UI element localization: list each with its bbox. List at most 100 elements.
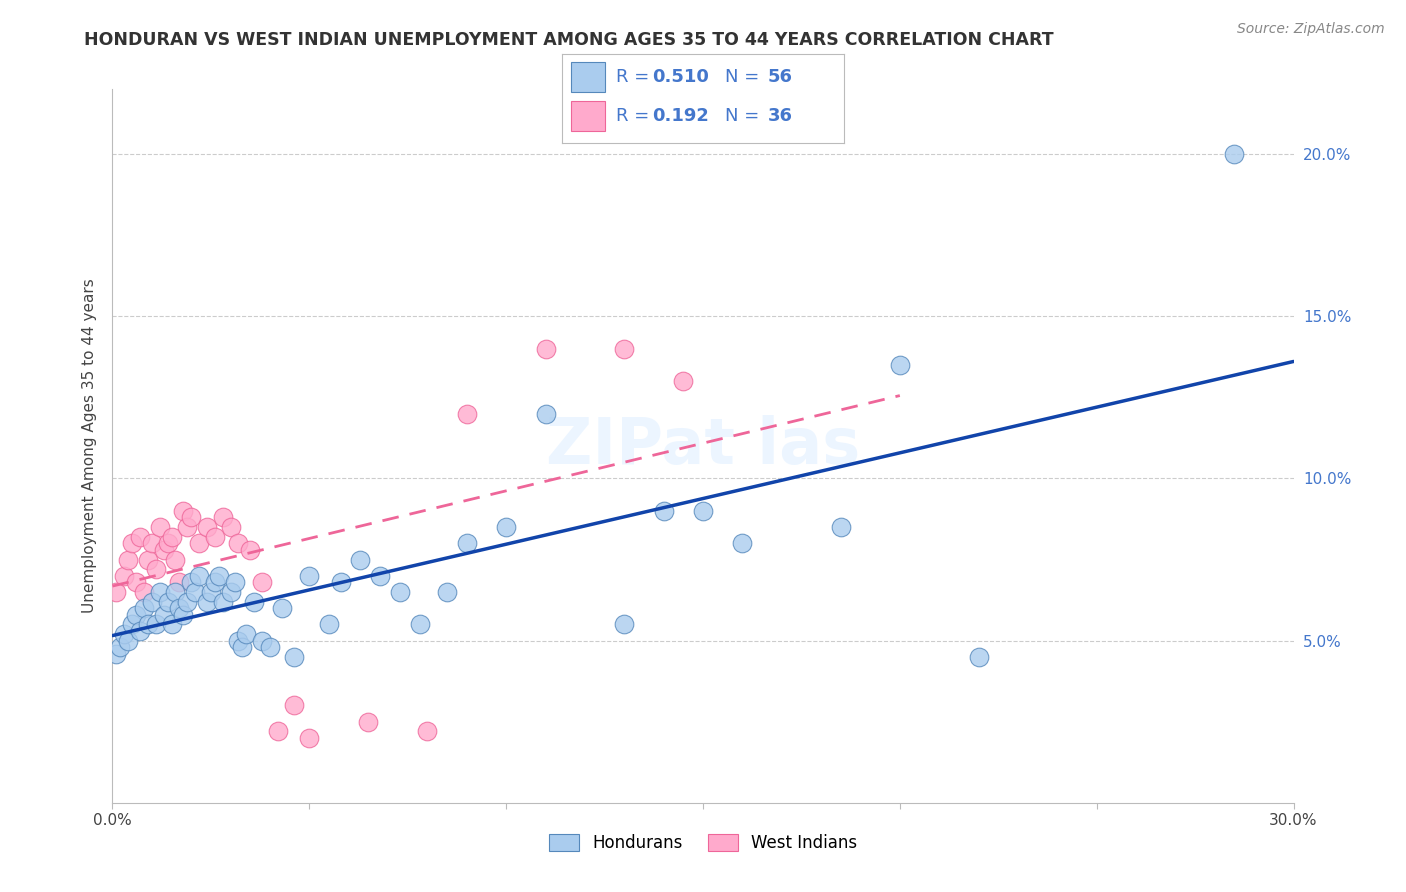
Hondurans xyxy=(208,568,231,582)
Hondurans xyxy=(731,536,754,550)
West Indians xyxy=(416,724,439,739)
Legend: Hondurans, West Indians: Hondurans, West Indians xyxy=(543,827,863,859)
Hondurans xyxy=(184,585,207,599)
Text: R =: R = xyxy=(616,107,655,125)
West Indians xyxy=(156,536,179,550)
Hondurans xyxy=(152,607,174,622)
West Indians xyxy=(145,562,167,576)
Hondurans xyxy=(180,575,202,590)
Hondurans xyxy=(129,624,152,638)
West Indians xyxy=(672,374,695,388)
Hondurans xyxy=(176,595,198,609)
Hondurans xyxy=(967,649,990,664)
West Indians xyxy=(149,520,172,534)
Hondurans xyxy=(219,585,242,599)
Hondurans xyxy=(613,617,636,632)
West Indians xyxy=(188,536,211,550)
West Indians xyxy=(105,585,128,599)
Bar xyxy=(571,101,605,131)
Hondurans xyxy=(141,595,163,609)
Hondurans xyxy=(408,617,430,632)
Text: HONDURAN VS WEST INDIAN UNEMPLOYMENT AMONG AGES 35 TO 44 YEARS CORRELATION CHART: HONDURAN VS WEST INDIAN UNEMPLOYMENT AMO… xyxy=(84,31,1054,49)
West Indians xyxy=(160,530,183,544)
Hondurans xyxy=(224,575,246,590)
Bar xyxy=(571,62,605,92)
Hondurans xyxy=(160,617,183,632)
Hondurans xyxy=(243,595,266,609)
West Indians xyxy=(165,552,187,566)
Hondurans xyxy=(195,595,218,609)
Text: N =: N = xyxy=(725,107,765,125)
West Indians xyxy=(172,504,194,518)
Hondurans xyxy=(349,552,371,566)
West Indians xyxy=(219,520,242,534)
Hondurans xyxy=(228,633,250,648)
Hondurans xyxy=(456,536,478,550)
Hondurans xyxy=(1223,147,1246,161)
Hondurans xyxy=(250,633,273,648)
Hondurans xyxy=(534,407,557,421)
Hondurans xyxy=(211,595,233,609)
West Indians xyxy=(121,536,143,550)
Hondurans xyxy=(125,607,148,622)
West Indians xyxy=(136,552,159,566)
Hondurans xyxy=(169,601,191,615)
Hondurans xyxy=(830,520,852,534)
Hondurans xyxy=(652,504,675,518)
Hondurans xyxy=(121,617,143,632)
Hondurans xyxy=(145,617,167,632)
West Indians xyxy=(125,575,148,590)
Hondurans xyxy=(112,627,135,641)
West Indians xyxy=(195,520,218,534)
West Indians xyxy=(176,520,198,534)
West Indians xyxy=(112,568,135,582)
West Indians xyxy=(129,530,152,544)
Text: 0.510: 0.510 xyxy=(652,68,709,86)
Hondurans xyxy=(149,585,172,599)
West Indians xyxy=(613,342,636,356)
Hondurans xyxy=(204,575,226,590)
West Indians xyxy=(117,552,139,566)
Text: 36: 36 xyxy=(768,107,793,125)
West Indians xyxy=(239,542,262,557)
West Indians xyxy=(228,536,250,550)
Hondurans xyxy=(368,568,391,582)
Hondurans xyxy=(165,585,187,599)
Hondurans xyxy=(329,575,352,590)
Hondurans xyxy=(231,640,253,654)
Hondurans xyxy=(495,520,517,534)
West Indians xyxy=(267,724,290,739)
Text: R =: R = xyxy=(616,68,655,86)
Hondurans xyxy=(188,568,211,582)
Hondurans xyxy=(235,627,257,641)
West Indians xyxy=(180,510,202,524)
West Indians xyxy=(357,714,380,729)
Hondurans xyxy=(318,617,340,632)
West Indians xyxy=(132,585,155,599)
West Indians xyxy=(250,575,273,590)
Hondurans xyxy=(270,601,292,615)
Hondurans xyxy=(889,358,911,372)
Text: 56: 56 xyxy=(768,68,793,86)
Hondurans xyxy=(172,607,194,622)
Hondurans xyxy=(298,568,321,582)
Hondurans xyxy=(692,504,714,518)
West Indians xyxy=(298,731,321,745)
Hondurans xyxy=(283,649,305,664)
Hondurans xyxy=(132,601,155,615)
Hondurans xyxy=(436,585,458,599)
West Indians xyxy=(211,510,233,524)
Hondurans xyxy=(200,585,222,599)
Text: 0.192: 0.192 xyxy=(652,107,709,125)
Hondurans xyxy=(136,617,159,632)
West Indians xyxy=(204,530,226,544)
Text: Source: ZipAtlas.com: Source: ZipAtlas.com xyxy=(1237,22,1385,37)
Text: ZIPat las: ZIPat las xyxy=(546,415,860,477)
West Indians xyxy=(141,536,163,550)
West Indians xyxy=(534,342,557,356)
West Indians xyxy=(456,407,478,421)
Text: N =: N = xyxy=(725,68,765,86)
Hondurans xyxy=(105,647,128,661)
Hondurans xyxy=(388,585,411,599)
Hondurans xyxy=(117,633,139,648)
